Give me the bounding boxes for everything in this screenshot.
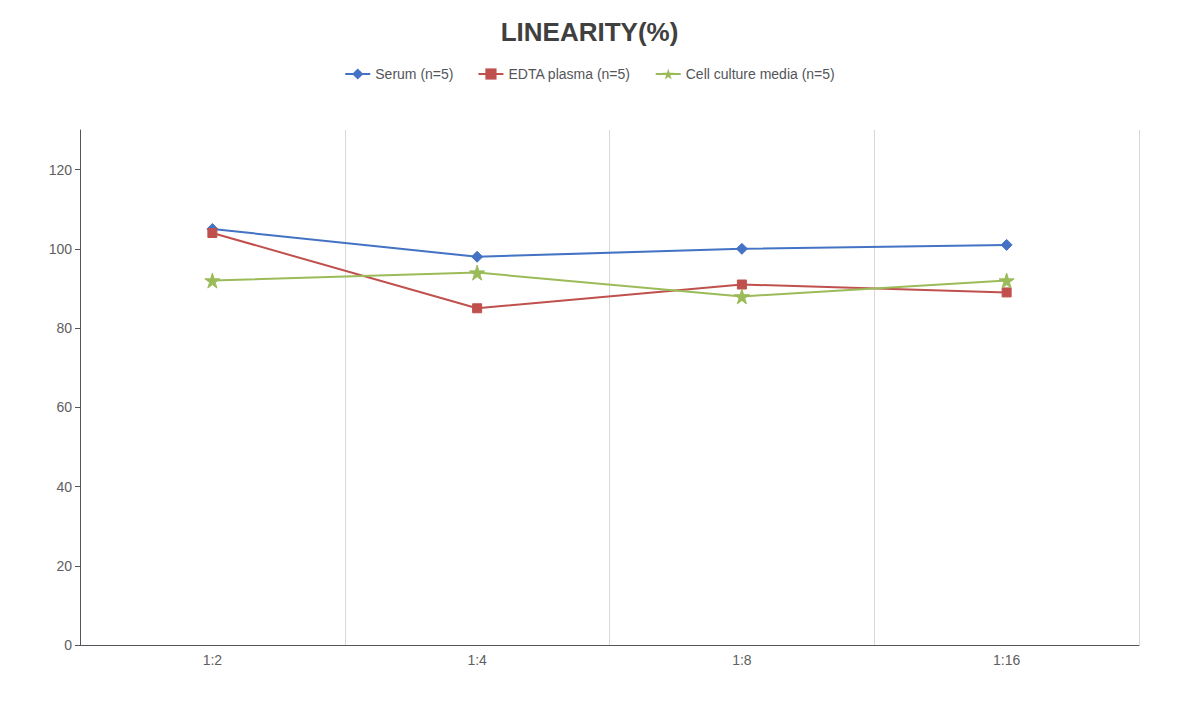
svg-text:1:2: 1:2 (203, 652, 223, 668)
svg-text:100: 100 (49, 241, 73, 257)
svg-text:1:16: 1:16 (993, 652, 1020, 668)
svg-text:1:8: 1:8 (732, 652, 752, 668)
svg-text:LINEARITY(%): LINEARITY(%) (501, 17, 679, 47)
svg-text:60: 60 (56, 399, 72, 415)
svg-text:20: 20 (56, 558, 72, 574)
svg-text:1:4: 1:4 (467, 652, 487, 668)
svg-text:EDTA plasma (n=5): EDTA plasma (n=5) (508, 66, 630, 82)
svg-text:120: 120 (49, 162, 73, 178)
svg-text:Serum (n=5): Serum (n=5) (375, 66, 453, 82)
svg-text:Cell culture media (n=5): Cell culture media (n=5) (686, 66, 835, 82)
svg-text:40: 40 (56, 479, 72, 495)
svg-text:0: 0 (64, 637, 72, 653)
svg-text:80: 80 (56, 320, 72, 336)
